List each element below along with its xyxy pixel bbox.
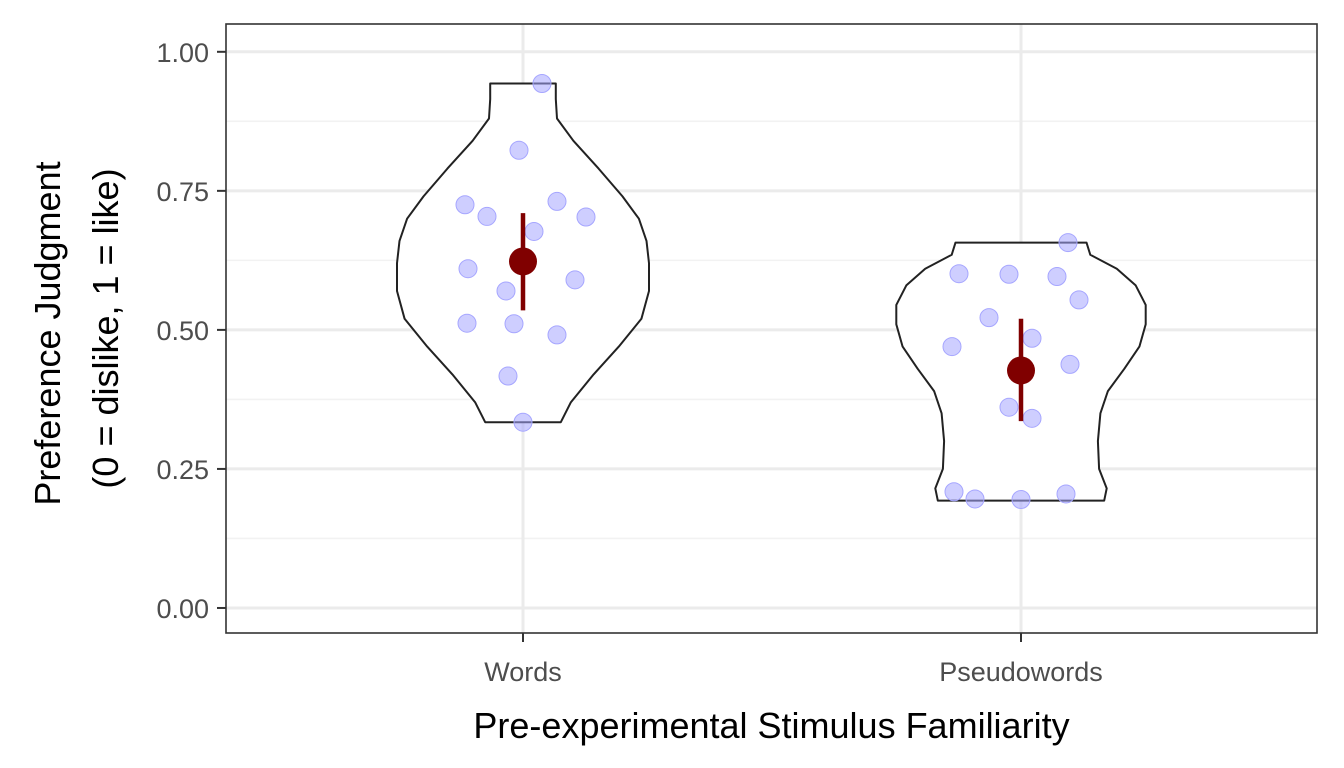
data-point [1022, 328, 1042, 348]
data-point [1058, 233, 1078, 253]
data-point [455, 195, 475, 215]
data-point [477, 206, 497, 226]
data-point [547, 325, 567, 345]
y-axis-title-line-1: Preference Judgment [27, 161, 68, 505]
data-point [949, 264, 969, 284]
data-point [576, 207, 596, 227]
y-axis-title-line-2: (0 = dislike, 1 = like) [85, 168, 126, 488]
data-point [979, 308, 999, 328]
data-point [509, 140, 529, 160]
data-point [944, 482, 964, 502]
y-tick-label: 1.00 [156, 38, 209, 68]
data-point [999, 397, 1019, 417]
grid-lines [226, 24, 1317, 633]
y-tick-label: 0.00 [156, 594, 209, 624]
data-point [999, 264, 1019, 284]
data-point [1047, 266, 1067, 286]
axes: 0.00 0.25 0.50 0.75 1.00 Words Pseudowords [156, 38, 1102, 687]
data-point [942, 337, 962, 357]
x-axis-title: Pre-experimental Stimulus Familiarity [473, 705, 1069, 746]
data-point [1060, 354, 1080, 374]
y-axis-title: Preference Judgment (0 = dislike, 1 = li… [27, 151, 126, 505]
data-point [965, 489, 985, 509]
mean-point [509, 247, 537, 276]
data-point [458, 259, 478, 279]
data-point [532, 74, 552, 94]
mean-point [1007, 356, 1035, 385]
y-tick-label: 0.50 [156, 316, 209, 346]
x-tick-label: Pseudowords [939, 657, 1103, 687]
data-point [496, 281, 516, 301]
data-point [524, 221, 544, 241]
data-point [1069, 290, 1089, 310]
data-point [547, 191, 567, 211]
data-point [504, 314, 524, 334]
data-points [455, 74, 1089, 510]
y-tick-label: 0.75 [156, 177, 209, 207]
x-tick-label: Words [484, 657, 562, 687]
data-point [513, 412, 533, 432]
data-point [1022, 408, 1042, 428]
data-point [457, 313, 477, 333]
panel-border [225, 23, 1318, 634]
data-point [1056, 484, 1076, 504]
data-point [565, 270, 585, 290]
data-point [498, 366, 518, 386]
mean-markers [509, 213, 1035, 422]
data-point [1011, 490, 1031, 510]
y-tick-label: 0.25 [156, 455, 209, 485]
